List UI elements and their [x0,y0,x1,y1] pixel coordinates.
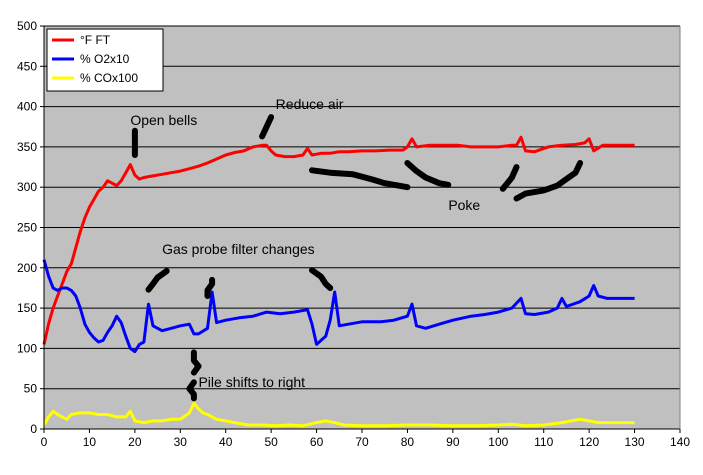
y-tick-label-500: 500 [17,19,37,33]
x-tick-label-50: 50 [264,435,278,449]
x-tick-label-60: 60 [310,435,324,449]
x-tick-label-110: 110 [534,435,553,449]
annotation-stroke-6 [145,268,170,293]
y-tick-label-450: 450 [17,59,37,73]
legend-label-0: °F FT [80,33,111,47]
y-tick-label-400: 400 [17,100,37,114]
x-tick-label-80: 80 [401,435,415,449]
y-tick-label-100: 100 [17,341,37,355]
annotation-stroke-1 [259,114,275,140]
x-tick-label-130: 130 [625,435,645,449]
y-tick-label-50: 50 [24,382,38,396]
y-tick-label-300: 300 [17,180,37,194]
x-tick-label-100: 100 [488,435,508,449]
x-tick-label-90: 90 [446,435,460,449]
legend-label-2: % COx100 [80,71,138,85]
legend: °F FT % O2x10 % COx100 [46,28,164,92]
y-tick-label-350: 350 [17,140,37,154]
annotation-stroke-10 [186,379,197,402]
series-line-1 [42,259,635,354]
x-tick-label-70: 70 [355,435,369,449]
annotation-stroke-8 [309,267,334,291]
annotation-3: Gas probe filter changes [162,241,315,257]
x-tick-label-40: 40 [219,435,233,449]
annotation-2: Poke [448,197,480,213]
x-tick-label-20: 20 [128,435,142,449]
axes [43,26,681,430]
series-line-0 [42,135,635,345]
annotations: Open bells Reduce air Poke Gas probe filter… [130,96,480,390]
annotation-4: Pile shifts to right [198,374,305,390]
x-tick-label-30: 30 [174,435,188,449]
series-lines [42,135,635,428]
annotation-1: Reduce air [276,96,344,112]
annotation-stroke-9 [190,349,202,376]
annotation-0: Open bells [130,112,197,128]
x-tick-label-140: 140 [670,435,690,449]
legend-label-1: % O2x10 [80,52,130,66]
y-axis-ticks: 0 50 100 150 200 250 300 350 400 450 500 [17,19,44,436]
x-axis-ticks: 0 10 20 30 40 50 60 70 80 90 100 110 120 130 140 [41,429,690,449]
x-tick-label-10: 10 [83,435,97,449]
series-line-2 [42,401,635,428]
annotation-stroke-4 [499,164,520,192]
x-tick-label-120: 120 [579,435,599,449]
y-tick-label-200: 200 [17,261,37,275]
annotation-stroke-2 [309,167,411,191]
annotation-strokes [131,114,584,402]
y-tick-label-250: 250 [17,221,37,235]
x-tick-label-0: 0 [41,435,48,449]
y-tick-label-0: 0 [30,422,37,436]
annotation-stroke-5 [513,160,584,202]
y-tick-label-150: 150 [17,301,37,315]
annotation-stroke-3 [404,160,452,188]
annotation-stroke-7 [204,276,216,299]
